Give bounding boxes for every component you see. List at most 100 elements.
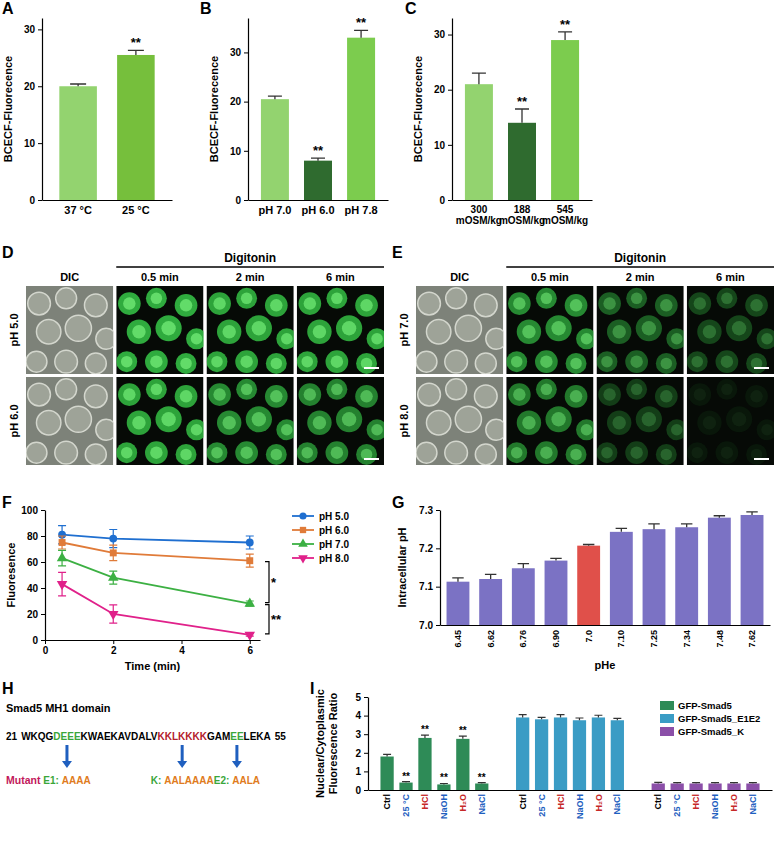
cell — [307, 411, 331, 435]
error-bar — [673, 782, 681, 784]
tick: Ctrl — [382, 794, 392, 810]
tick: 25 °C — [672, 794, 682, 817]
error-bar — [692, 782, 700, 784]
tick-label: pH 7.0 — [258, 204, 291, 216]
plot-area — [261, 30, 375, 200]
tick-mark — [448, 200, 452, 201]
cell — [307, 320, 331, 344]
cell — [217, 320, 241, 344]
cell — [666, 419, 683, 440]
marker — [110, 549, 117, 556]
cell — [56, 379, 77, 400]
image-background — [207, 286, 294, 374]
nucleus — [240, 446, 252, 458]
error-bar — [583, 545, 594, 546]
tick: 10 — [230, 146, 248, 157]
legend-marker — [300, 527, 306, 533]
tick: 100 — [21, 505, 45, 516]
sequence-text: GAM — [207, 731, 230, 742]
cell — [96, 419, 113, 440]
tick-mark — [41, 588, 45, 589]
cell — [625, 350, 648, 373]
axis-line — [45, 511, 46, 641]
nucleus — [304, 297, 316, 309]
tick: 0 — [43, 640, 49, 656]
cell — [726, 406, 752, 432]
x-axis-line — [369, 790, 773, 791]
cell — [455, 315, 481, 341]
tick-label: 7.10 — [616, 630, 626, 648]
chart: 6.456.626.766.907.07.107.257.347.487.627… — [396, 505, 771, 671]
bar — [475, 783, 488, 790]
nucleus — [121, 356, 133, 368]
nucleus — [342, 412, 356, 426]
nucleus — [213, 388, 225, 400]
cell — [118, 383, 141, 406]
tick: pH 7.0 — [258, 204, 291, 216]
tick: 25 °C — [537, 794, 547, 817]
cell — [326, 441, 349, 464]
bar — [577, 546, 600, 625]
column-label: 2 min — [236, 271, 265, 283]
tick: 2 — [355, 748, 368, 759]
bar — [554, 717, 567, 790]
tick-label: NaOH — [575, 794, 585, 819]
bar — [551, 40, 579, 200]
cell — [625, 441, 648, 464]
micrograph — [297, 286, 384, 374]
bar — [643, 529, 666, 625]
panel-label: F — [2, 494, 12, 511]
chart: **37 °C25 °C0102030BCECF-Fluorecence — [2, 19, 173, 216]
tick: 20 — [230, 96, 248, 107]
chart: **********Ctrl25 °CHClNaOHH₂ONaClCtrl25 … — [314, 689, 773, 819]
micrograph — [506, 377, 593, 465]
mutant-label: Mutant — [6, 774, 41, 786]
tick-label: HCl — [691, 794, 701, 810]
axis-title: Fluoresence — [5, 543, 17, 608]
cell — [26, 442, 47, 463]
annotation: ** — [313, 143, 324, 158]
sequence-text: 21 — [6, 731, 18, 742]
cell — [175, 294, 198, 317]
cell — [746, 353, 767, 374]
y-axis: 0102030 — [24, 19, 43, 206]
bar — [652, 783, 665, 790]
mutant: K:AALAAAA — [151, 775, 214, 786]
bar — [59, 86, 97, 200]
tick: 10 — [434, 140, 452, 151]
tick: 7.62 — [747, 630, 757, 648]
cell — [336, 315, 362, 341]
nucleus — [252, 321, 266, 335]
nucleus — [180, 299, 192, 311]
error-bar — [538, 717, 546, 719]
axis-line — [46, 640, 261, 641]
cell — [246, 406, 272, 432]
error-bar — [246, 554, 254, 567]
nucleus — [191, 424, 203, 436]
cell — [367, 328, 384, 349]
error-bar — [383, 754, 391, 756]
nucleus — [671, 424, 683, 436]
cell — [127, 411, 151, 435]
x-axis: 37 °C25 °C — [43, 201, 173, 216]
nucleus — [642, 321, 656, 335]
plot-area — [465, 32, 579, 200]
bar — [573, 720, 586, 790]
tick: NaOH — [575, 794, 585, 819]
cell — [367, 419, 384, 440]
panel-label: A — [2, 0, 14, 17]
bar — [535, 719, 548, 790]
nucleus — [304, 388, 316, 400]
cell — [416, 442, 437, 463]
tick-mark — [38, 29, 42, 30]
nucleus — [213, 297, 225, 309]
cell — [455, 406, 481, 432]
micrograph — [116, 286, 203, 374]
sequence-diagram: Smad5 MH1 domain21WKQGDEEEKWAEKAVDALVKKL… — [6, 702, 286, 786]
tick-label: 7.62 — [747, 630, 757, 648]
tick: 30 — [434, 29, 452, 40]
header-rule — [506, 266, 774, 268]
nucleus — [522, 416, 535, 429]
legend-marker — [299, 512, 306, 519]
tick-label: 6 — [247, 645, 253, 656]
